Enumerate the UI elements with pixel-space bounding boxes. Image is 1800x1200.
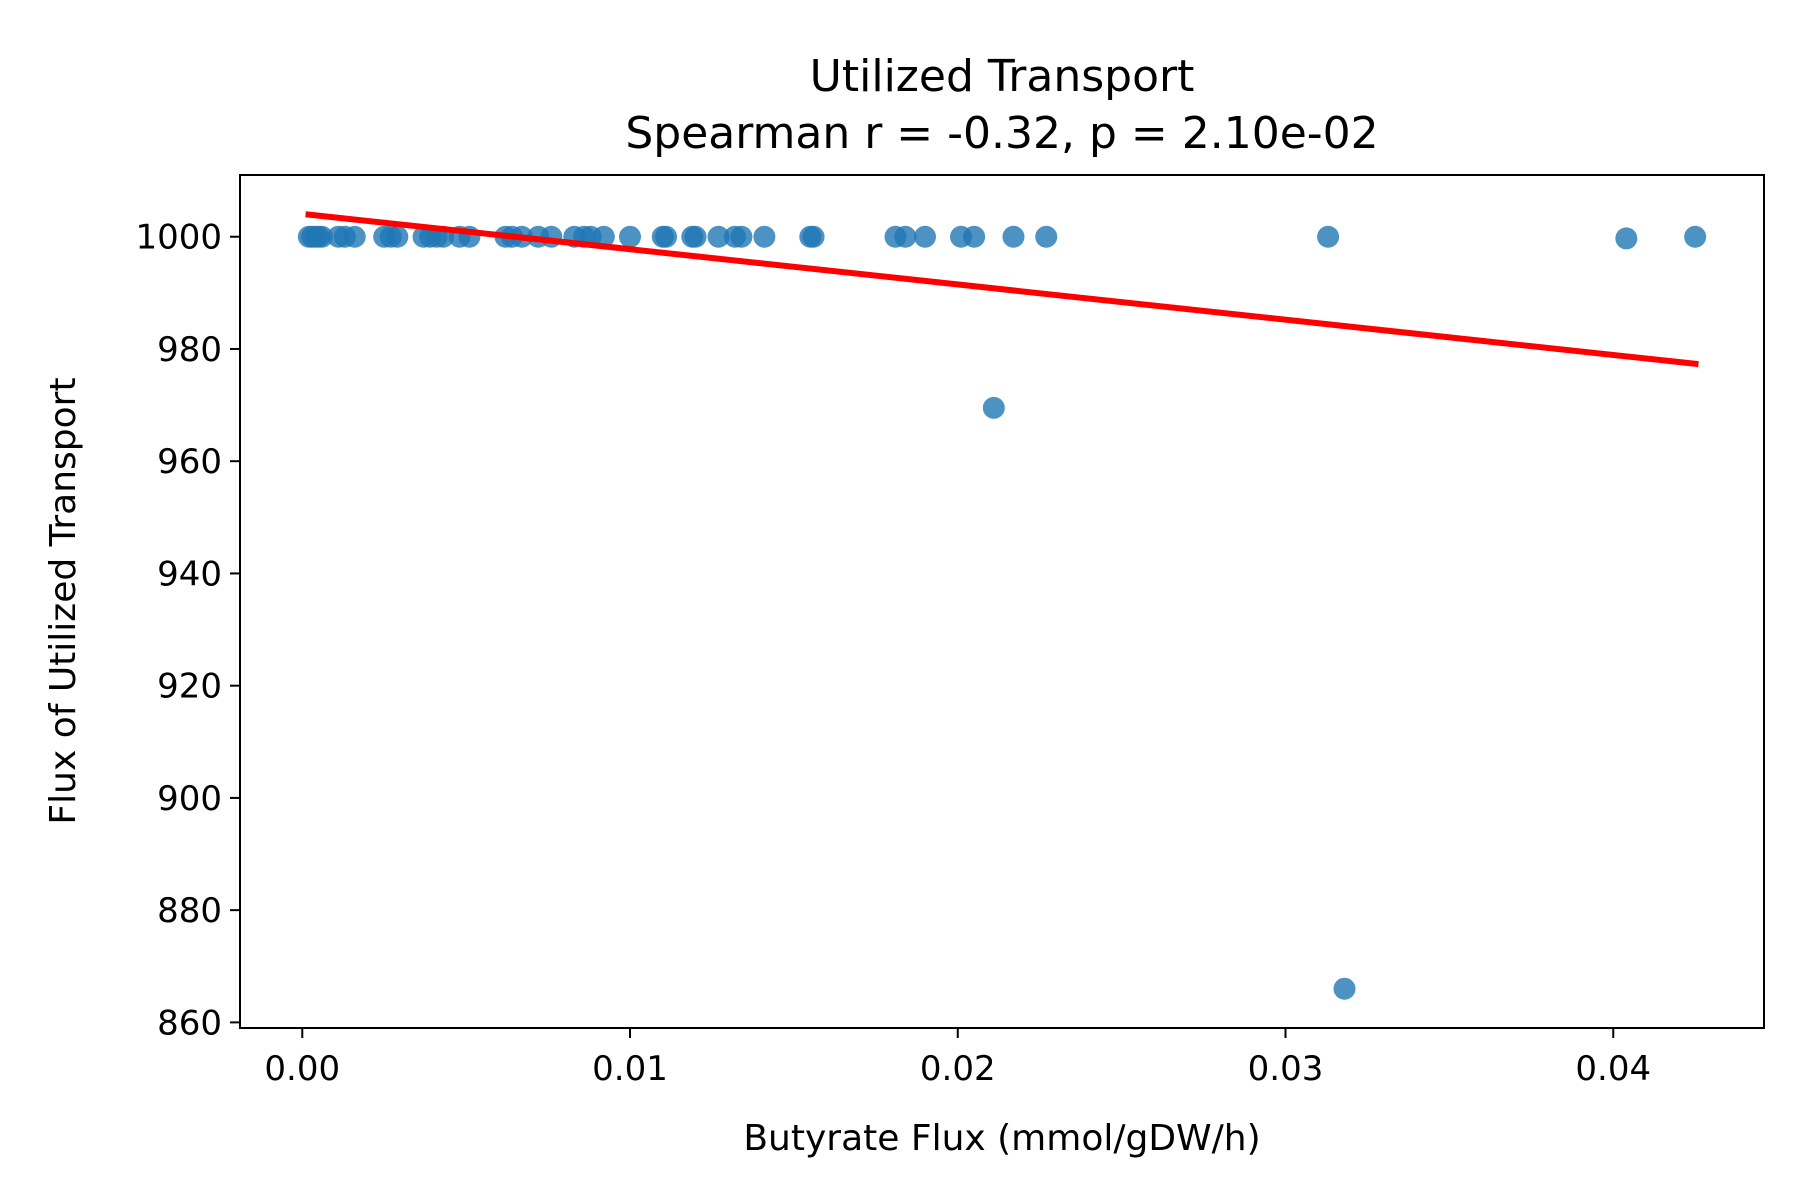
data-point-38 <box>894 225 917 248</box>
y-tick-label: 940 <box>157 554 222 594</box>
plot-frame <box>239 174 1765 1029</box>
x-tick-label: 0.00 <box>264 1049 340 1089</box>
data-point-7 <box>343 225 366 248</box>
data-point-46 <box>1333 977 1356 1000</box>
chart-title: Utilized Transport <box>810 51 1195 102</box>
data-point-39 <box>913 225 936 248</box>
data-point-10 <box>386 225 409 248</box>
data-point-30 <box>684 225 707 248</box>
x-axis-label: Butyrate Flux (mmol/gDW/h) <box>743 1118 1260 1159</box>
y-tick-label: 920 <box>157 667 222 707</box>
x-tick-label: 0.04 <box>1575 1049 1651 1089</box>
y-tick-label: 900 <box>157 779 222 819</box>
data-point-47 <box>1615 227 1638 250</box>
data-point-33 <box>730 225 753 248</box>
y-tick-label: 1000 <box>135 218 222 258</box>
data-point-26 <box>619 225 642 248</box>
y-axis-ticks: 860 880 900 920 940 960 980 1000 <box>135 218 240 1043</box>
data-point-43 <box>1002 225 1025 248</box>
data-point-36 <box>802 225 825 248</box>
data-point-25 <box>592 225 615 248</box>
data-point-34 <box>753 225 776 248</box>
data-point-44 <box>1035 225 1058 248</box>
x-tick-label: 0.01 <box>592 1049 668 1089</box>
data-point-4 <box>310 225 333 248</box>
plot-area <box>297 211 1707 1000</box>
y-axis-label: Flux of Utilized Transport <box>43 377 84 824</box>
data-point-28 <box>655 225 678 248</box>
y-tick-label: 980 <box>157 330 222 370</box>
data-point-42 <box>982 396 1005 419</box>
y-tick-label: 880 <box>157 891 222 931</box>
y-tick-label: 860 <box>157 1003 222 1043</box>
x-tick-label: 0.02 <box>920 1049 996 1089</box>
chart-subtitle: Spearman r = -0.32, p = 2.10e-02 <box>625 108 1378 159</box>
y-tick-label: 960 <box>157 442 222 482</box>
data-point-45 <box>1317 225 1340 248</box>
data-point-48 <box>1684 225 1707 248</box>
regression-line <box>305 211 1699 368</box>
data-point-31 <box>707 225 730 248</box>
fit-line-layer <box>305 211 1699 368</box>
x-tick-label: 0.03 <box>1248 1049 1324 1089</box>
data-point-41 <box>963 225 986 248</box>
x-axis-ticks: 0.00 0.01 0.02 0.03 0.04 <box>264 1028 1651 1089</box>
